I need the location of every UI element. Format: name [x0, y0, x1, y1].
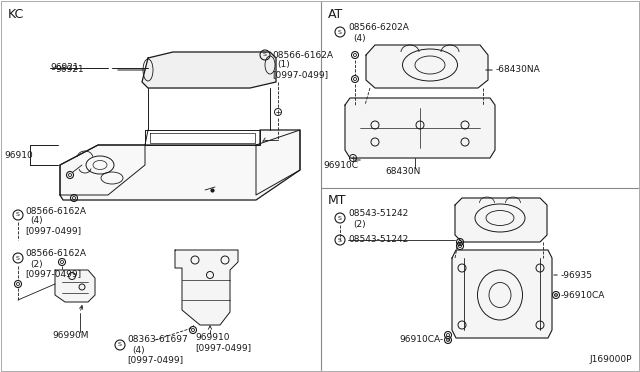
Polygon shape — [345, 98, 495, 158]
Text: 68430N: 68430N — [385, 167, 420, 176]
Text: -96935: -96935 — [561, 270, 593, 279]
Text: AT: AT — [328, 7, 343, 20]
Polygon shape — [175, 250, 238, 325]
Polygon shape — [455, 198, 547, 242]
Text: [0997-0499]: [0997-0499] — [25, 269, 81, 279]
Text: (4): (4) — [132, 346, 145, 355]
Text: 969910: 969910 — [195, 333, 230, 341]
Text: [0997-0499]: [0997-0499] — [127, 356, 183, 365]
Text: 96910C: 96910C — [323, 160, 358, 170]
Text: -68430NA: -68430NA — [496, 65, 541, 74]
Polygon shape — [366, 45, 488, 88]
Polygon shape — [55, 270, 95, 302]
Text: 96921: 96921 — [50, 64, 79, 73]
Text: S: S — [338, 237, 342, 243]
Text: (2): (2) — [30, 260, 43, 269]
Text: 08566-6162A: 08566-6162A — [25, 206, 86, 215]
Text: S: S — [263, 52, 267, 58]
Text: S: S — [16, 256, 20, 260]
Text: 08363-61697: 08363-61697 — [127, 336, 188, 344]
Text: S: S — [338, 29, 342, 35]
Text: S: S — [118, 343, 122, 347]
Text: (2): (2) — [353, 219, 365, 228]
Text: 96910: 96910 — [4, 151, 33, 160]
Text: [0997-0499]: [0997-0499] — [25, 227, 81, 235]
Text: S: S — [338, 215, 342, 221]
Text: 08566-6162A: 08566-6162A — [272, 51, 333, 60]
Text: KC: KC — [8, 7, 24, 20]
Text: MT: MT — [328, 193, 346, 206]
Polygon shape — [60, 130, 300, 200]
Text: (4): (4) — [353, 33, 365, 42]
Polygon shape — [142, 52, 276, 88]
Text: 08543-51242: 08543-51242 — [348, 209, 408, 218]
Polygon shape — [452, 250, 552, 338]
Text: [0997-0499]: [0997-0499] — [272, 71, 328, 80]
Text: 96921: 96921 — [55, 65, 84, 74]
Text: 08566-6202A: 08566-6202A — [348, 23, 409, 32]
Text: (4): (4) — [30, 217, 43, 225]
Text: -96910CA: -96910CA — [561, 291, 605, 299]
Text: 96910CA-: 96910CA- — [400, 336, 444, 344]
Text: [0997-0499]: [0997-0499] — [195, 343, 251, 353]
Text: (1): (1) — [277, 61, 290, 70]
Text: J169000P: J169000P — [589, 355, 632, 364]
Text: 08566-6162A: 08566-6162A — [25, 250, 86, 259]
Text: S: S — [16, 212, 20, 218]
Text: 08543-51242: 08543-51242 — [348, 235, 408, 244]
Text: 96990M: 96990M — [52, 330, 88, 340]
